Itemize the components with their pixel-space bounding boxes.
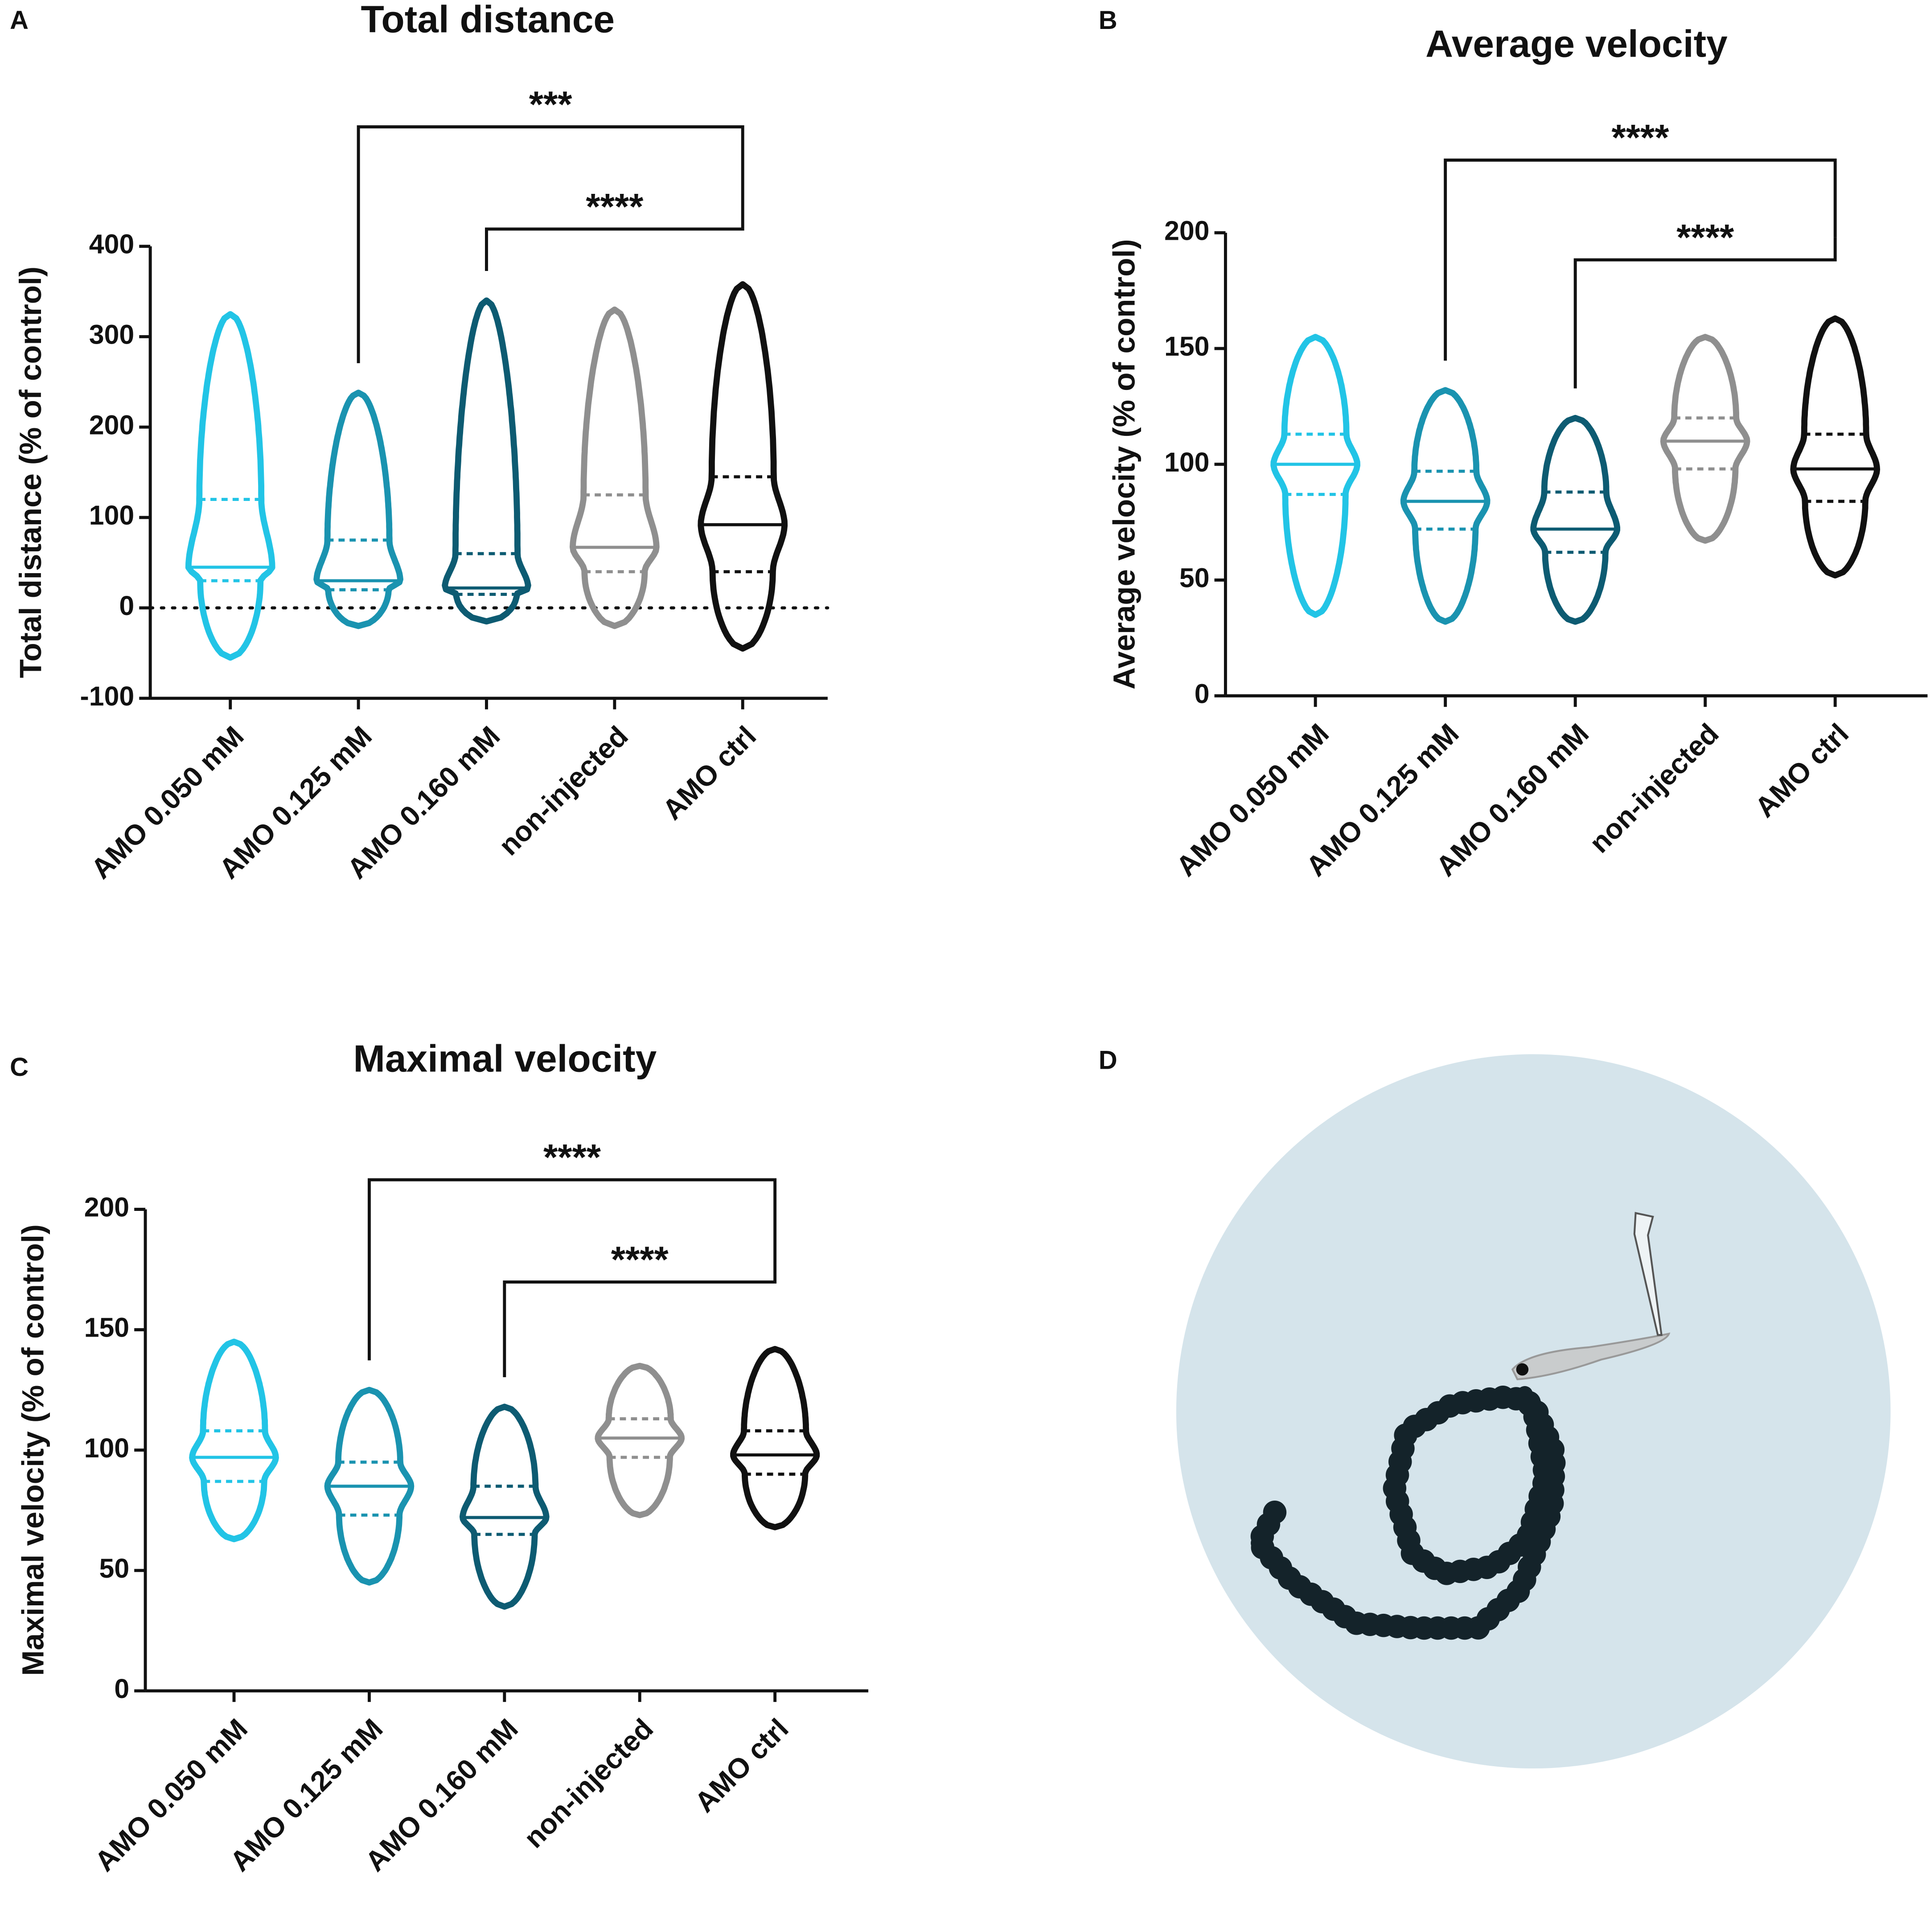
x-tick-label: AMO ctrl (657, 720, 762, 826)
violin (1270, 334, 1361, 618)
y-tick-label: 50 (99, 1553, 130, 1583)
violin (595, 1362, 685, 1518)
violin (324, 1386, 415, 1586)
violin (442, 297, 531, 625)
y-tick-label: 50 (1179, 563, 1210, 593)
panel-letter: D (1099, 1046, 1117, 1075)
panel-letter: C (10, 1053, 29, 1082)
significance-bracket (485, 203, 744, 271)
significance-label: **** (1676, 217, 1734, 258)
y-tick-label: 0 (114, 1674, 129, 1704)
y-tick-label: 300 (89, 320, 134, 350)
violin (1400, 387, 1491, 625)
violin (698, 281, 788, 652)
panel-letter: B (1099, 6, 1117, 35)
violin (730, 1345, 820, 1530)
violin (189, 1338, 279, 1542)
violin (1660, 334, 1750, 544)
y-tick-label: 400 (89, 229, 134, 259)
swim-track-dots (1244, 1382, 1566, 1640)
significance-bracket (367, 1178, 777, 1361)
y-tick-label: 200 (89, 410, 134, 440)
significance-bracket (1573, 237, 1837, 389)
significance-label: **** (1611, 117, 1669, 158)
chart: B Average velocity Average velocity (% of … (1099, 6, 1928, 882)
chart-title: Maximal velocity (353, 1038, 657, 1080)
y-tick-label: 100 (84, 1433, 129, 1463)
significance-bracket (357, 125, 744, 363)
y-tick-label: 150 (84, 1313, 129, 1343)
x-tick-label: non-injected (493, 720, 634, 861)
significance-bracket (1444, 158, 1837, 361)
y-tick-label: 0 (1195, 678, 1210, 709)
x-tick-label: AMO ctrl (1749, 718, 1855, 823)
y-axis-label: Total distance (% of control) (13, 267, 48, 678)
y-axis-label: Average velocity (% of control) (1107, 239, 1142, 689)
violin (313, 390, 403, 629)
x-tick-label: AMO ctrl (689, 1713, 794, 1818)
illustration: D (1099, 1046, 1891, 1769)
violin (459, 1403, 550, 1610)
panel-letter: A (10, 6, 29, 35)
larva-eye (1516, 1363, 1529, 1376)
y-axis-label: Maximal velocity (% of control) (15, 1224, 50, 1676)
y-tick-label: 200 (1164, 215, 1209, 246)
chart: C Maximal velocity Maximal velocity (% of … (10, 1038, 869, 1878)
chart-title: Total distance (361, 0, 615, 41)
violin (1790, 315, 1881, 578)
chart-title: Average velocity (1425, 23, 1728, 66)
y-tick-label: 200 (84, 1192, 129, 1222)
y-tick-label: 0 (119, 591, 134, 621)
significance-bracket (503, 1267, 777, 1378)
y-tick-label: -100 (80, 681, 135, 711)
chart: A Total distance Total distance (% of cont… (10, 0, 829, 885)
violin (1530, 414, 1621, 625)
y-tick-label: 100 (89, 500, 134, 530)
violin (569, 306, 660, 629)
significance-label: **** (586, 186, 644, 227)
larva (1511, 1332, 1671, 1381)
significance-label: **** (543, 1136, 601, 1178)
y-tick-label: 100 (1164, 447, 1209, 477)
x-tick-label: non-injected (1583, 718, 1725, 859)
y-tick-label: 150 (1164, 331, 1209, 361)
significance-label: **** (611, 1239, 669, 1280)
x-tick-label: non-injected (518, 1713, 659, 1854)
pipette (1633, 1212, 1663, 1336)
significance-label: *** (529, 84, 573, 125)
violin (185, 311, 275, 661)
